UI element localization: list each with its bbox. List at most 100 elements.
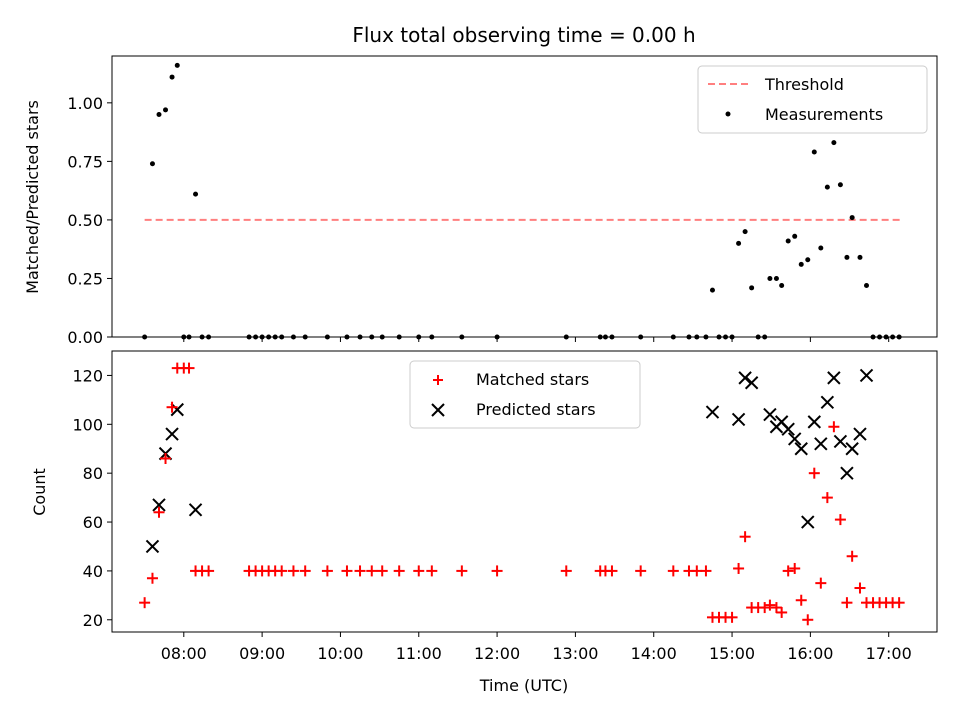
predicted-star-point — [794, 442, 808, 456]
y-tick-label-top: 0.50 — [67, 211, 103, 230]
measurement-point — [792, 233, 798, 239]
x-tick-label: 14:00 — [631, 644, 677, 663]
matched-star-point — [834, 514, 846, 526]
count-series — [139, 362, 905, 626]
x-tick-label: 15:00 — [709, 644, 755, 663]
matched-star-point — [808, 467, 820, 479]
matched-star-point — [815, 577, 827, 589]
matched-star-point — [795, 594, 807, 606]
y-axis-label-top: Matched/Predicted stars — [23, 100, 42, 294]
predicted-star-point — [731, 412, 746, 427]
y-tick-label-top: 1.00 — [67, 94, 103, 113]
legend-measurements-swatch — [725, 111, 731, 117]
measurement-point — [149, 161, 155, 167]
matched-star-point — [183, 362, 195, 374]
matched-star-point — [776, 606, 788, 618]
y-tick-label-bottom: 80 — [83, 464, 103, 483]
y-tick-label-bottom: 100 — [72, 415, 103, 434]
y-tick-label-bottom: 120 — [72, 366, 103, 385]
measurement-point — [736, 240, 742, 246]
matched-star-point — [802, 614, 814, 626]
matched-star-point — [700, 565, 712, 577]
measurement-point — [785, 238, 791, 244]
predicted-star-point — [744, 376, 759, 390]
matched-star-point — [726, 611, 738, 623]
legend-predicted-label: Predicted stars — [476, 400, 596, 419]
predicted-star-point — [801, 515, 815, 529]
predicted-star-point — [845, 442, 859, 456]
predicted-star-point — [807, 415, 822, 429]
measurements-series — [142, 62, 902, 340]
measurement-point — [767, 275, 773, 281]
measurement-point — [844, 254, 850, 260]
x-axis-label: Time (UTC) — [479, 676, 568, 695]
bottom-axis-ticks: 20 40 60 80 100 120 08:00 09:00 10:00 11:00 12:00 1… — [72, 366, 911, 663]
matched-star-point — [160, 453, 172, 465]
matched-star-point — [828, 421, 840, 433]
measurement-point — [709, 287, 715, 293]
chart-title: Flux total observing time = 0.00 h — [352, 23, 695, 47]
predicted-star-point — [820, 395, 835, 410]
predicted-star-point — [788, 432, 802, 446]
matched-star-point — [491, 565, 503, 577]
measurement-point — [174, 62, 180, 68]
predicted-star-point — [152, 498, 166, 512]
matched-star-point — [139, 597, 151, 609]
y-tick-label-bottom: 60 — [83, 513, 103, 532]
y-tick-label-bottom: 20 — [83, 611, 103, 630]
predicted-star-point — [738, 371, 752, 385]
matched-star-point — [153, 506, 165, 518]
matched-star-point — [667, 565, 679, 577]
legend-measurements-label: Measurements — [765, 105, 883, 124]
matched-star-point — [146, 572, 158, 584]
x-tick-label: 17:00 — [866, 644, 912, 663]
matched-star-point — [276, 565, 288, 577]
plot-frame-bottom — [111, 350, 938, 633]
matched-star-point — [203, 565, 215, 577]
predicted-star-point — [165, 427, 179, 441]
matched-star-point — [739, 531, 751, 543]
predicted-star-point — [833, 434, 848, 449]
matched-star-point — [287, 565, 299, 577]
measurement-point — [849, 215, 855, 221]
x-tick-label: 16:00 — [787, 644, 833, 663]
matched-star-point — [759, 602, 771, 614]
x-tick-label: 08:00 — [161, 644, 207, 663]
matched-star-point — [854, 582, 866, 594]
matched-star-point — [426, 565, 438, 577]
predicted-star-point — [827, 371, 841, 385]
matched-star-point — [782, 565, 794, 577]
y-tick-label-top: 0.75 — [67, 152, 103, 171]
predicted-star-point — [853, 427, 867, 441]
measurement-point — [156, 112, 162, 118]
legend-bottom-box — [409, 360, 641, 429]
y-axis-label-bottom: Count — [30, 468, 49, 516]
measurement-point — [831, 140, 837, 146]
measurement-point — [169, 74, 175, 80]
measurement-point — [773, 275, 779, 281]
y-tick-label-top: 0.00 — [67, 328, 103, 347]
matched-star-point — [764, 599, 776, 611]
matched-star-point — [393, 565, 405, 577]
measurement-point — [818, 245, 824, 251]
predicted-star-point — [859, 368, 874, 383]
x-tick-label: 13:00 — [552, 644, 598, 663]
x-tick-label: 10:00 — [317, 644, 363, 663]
x-tick-label: 12:00 — [474, 644, 520, 663]
matched-star-point — [789, 562, 801, 574]
matched-star-point — [893, 597, 905, 609]
measurement-point — [798, 261, 804, 267]
predicted-star-point — [814, 437, 828, 451]
flux-ratio-panel: 0.00 0.25 0.50 0.75 1.00 Matched/Predicted s… — [23, 55, 938, 347]
x-tick-label: 11:00 — [396, 644, 442, 663]
matched-star-point — [341, 565, 353, 577]
predicted-star-point — [705, 405, 720, 419]
predicted-star-point — [781, 422, 795, 436]
y-tick-label-top: 0.25 — [67, 269, 103, 288]
plot-frame-top — [111, 55, 938, 338]
measurement-point — [811, 149, 817, 155]
y-tick-label-bottom: 40 — [83, 562, 103, 581]
predicted-star-point — [170, 402, 184, 417]
top-axis-ticks: 0.00 0.25 0.50 0.75 1.00 — [67, 94, 890, 347]
measurement-point — [857, 254, 863, 260]
